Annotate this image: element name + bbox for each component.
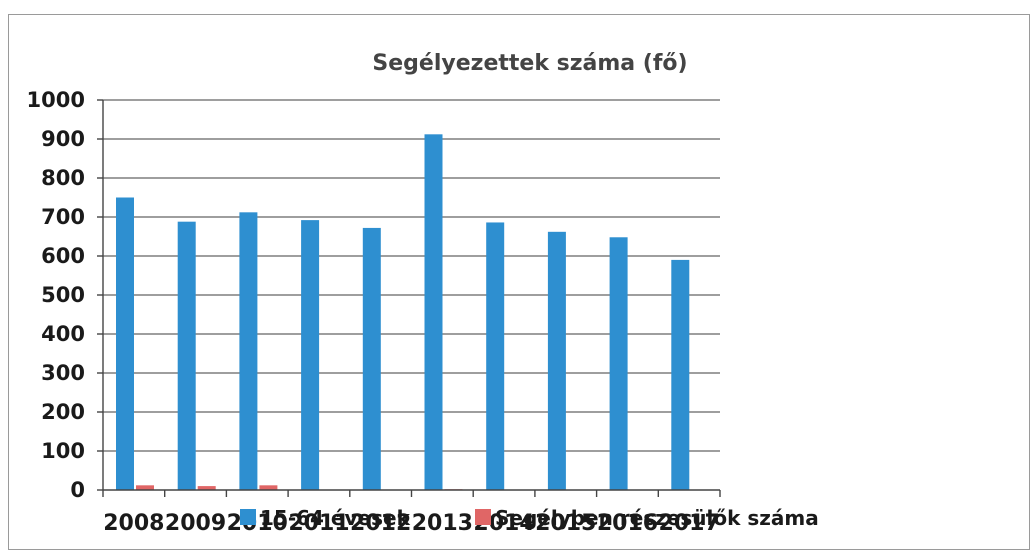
bar-15-64-2013 bbox=[424, 134, 443, 490]
x-axis-ticks: 2008 2009 2010 2011 2012 2013 2014 2015 2016 2017 bbox=[103, 511, 720, 536]
x-tick-label: 2013 bbox=[412, 511, 473, 536]
y-tick-label: 300 bbox=[41, 361, 85, 385]
y-tick-label: 500 bbox=[41, 283, 85, 307]
x-tick-label: 2011 bbox=[288, 511, 349, 536]
y-tick-label: 700 bbox=[41, 205, 85, 229]
y-tick-label: 900 bbox=[41, 127, 85, 151]
bars bbox=[116, 134, 690, 491]
bar-15-64-2008 bbox=[116, 197, 134, 490]
y-tick-label: 800 bbox=[41, 166, 85, 190]
bar-15-64-2015 bbox=[547, 231, 566, 490]
legend-label: Segélyben részesülők száma bbox=[495, 506, 819, 530]
bar-15-64-2010 bbox=[239, 212, 258, 490]
x-tick-label: 2009 bbox=[165, 511, 226, 536]
x-tick-label: 2012 bbox=[350, 511, 411, 536]
chart-title: Segélyezettek száma (fő) bbox=[372, 51, 687, 76]
legend-swatch bbox=[240, 509, 256, 525]
legend-swatch bbox=[475, 509, 491, 525]
bar-segelyben-2009 bbox=[197, 486, 216, 490]
legend-label: 15-64 évesek bbox=[260, 506, 411, 530]
y-axis-ticks: 0 100 200 300 400 500 600 700 800 900 1000 bbox=[27, 88, 103, 502]
x-axis bbox=[102, 100, 721, 497]
y-tick-label: 1000 bbox=[27, 88, 85, 112]
x-tick-label: 2008 bbox=[103, 511, 164, 536]
bar-segelyben-2010 bbox=[259, 485, 278, 490]
bar-15-64-2014 bbox=[486, 222, 505, 490]
y-tick-label: 200 bbox=[41, 400, 85, 424]
x-tick-label: 2017 bbox=[659, 511, 720, 536]
bar-segelyben-2008 bbox=[136, 485, 154, 490]
y-tick-label: 600 bbox=[41, 244, 85, 268]
y-tick-label: 400 bbox=[41, 322, 85, 346]
x-tick-label: 2016 bbox=[597, 511, 658, 536]
bar-15-64-2012 bbox=[362, 227, 381, 491]
x-tick-label: 2010 bbox=[227, 511, 288, 536]
bar-15-64-2016 bbox=[609, 237, 628, 490]
bar-15-64-2009 bbox=[177, 221, 196, 490]
bar-15-64-2011 bbox=[301, 220, 320, 490]
y-tick-label: 100 bbox=[41, 439, 85, 463]
legend: 15-64 évesek Segélyben részesülők száma bbox=[240, 506, 819, 530]
x-tick-label: 2015 bbox=[535, 511, 596, 536]
y-tick-label: 0 bbox=[70, 478, 85, 502]
bar-15-64-2017 bbox=[671, 259, 690, 490]
